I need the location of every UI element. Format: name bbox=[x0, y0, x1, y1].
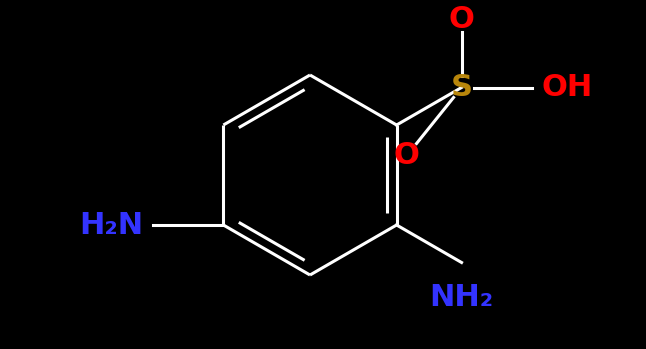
Text: NH₂: NH₂ bbox=[430, 282, 494, 312]
Text: H₂N: H₂N bbox=[79, 210, 143, 239]
Text: O: O bbox=[448, 5, 475, 34]
Text: OH: OH bbox=[541, 73, 593, 102]
Text: S: S bbox=[450, 73, 473, 102]
Text: O: O bbox=[393, 141, 419, 170]
